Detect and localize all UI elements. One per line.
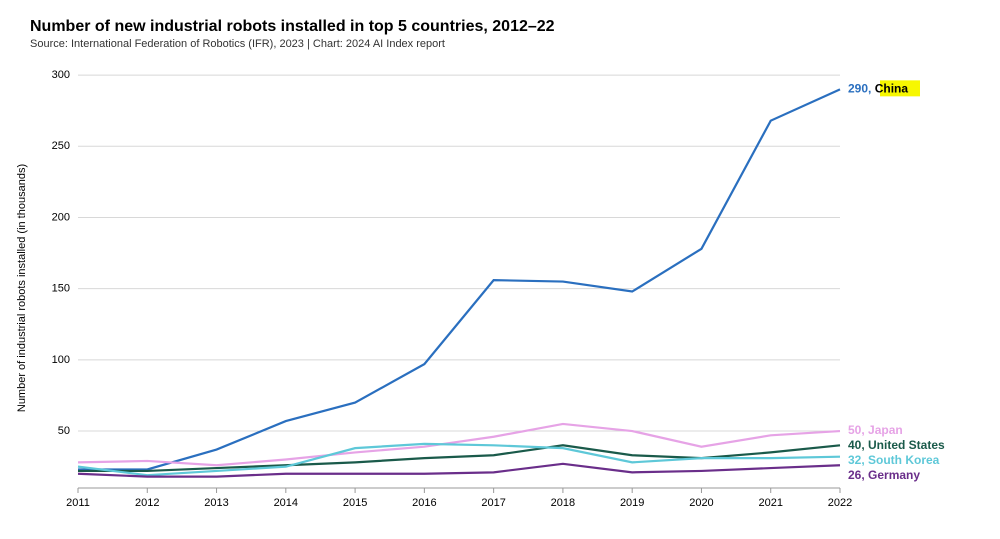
- line-chart: 50 100 150 200 250 300 2011 2012 2013 2014 2015 201…: [30, 58, 970, 518]
- svg-text:100: 100: [52, 354, 70, 366]
- svg-text:2014: 2014: [274, 497, 298, 509]
- svg-text:2022: 2022: [828, 497, 852, 509]
- svg-text:2018: 2018: [551, 497, 575, 509]
- svg-text:300: 300: [52, 69, 70, 81]
- svg-text:150: 150: [52, 283, 70, 295]
- svg-text:2020: 2020: [689, 497, 713, 509]
- series-line-germany: [78, 464, 840, 477]
- end-label-united-states: 40, United States: [848, 438, 945, 452]
- svg-text:2012: 2012: [135, 497, 159, 509]
- svg-text:250: 250: [52, 140, 70, 152]
- svg-text:2011: 2011: [66, 497, 90, 509]
- chart-area: Number of industrial robots installed (i…: [30, 58, 970, 518]
- svg-text:2015: 2015: [343, 497, 367, 509]
- svg-text:50: 50: [58, 425, 70, 437]
- chart-subtitle: Source: International Federation of Robo…: [30, 38, 970, 50]
- svg-text:2013: 2013: [204, 497, 228, 509]
- svg-text:2016: 2016: [412, 497, 436, 509]
- end-label-china: 290, China: [848, 82, 908, 96]
- svg-text:200: 200: [52, 211, 70, 223]
- svg-text:2019: 2019: [620, 497, 644, 509]
- y-axis-label: Number of industrial robots installed (i…: [16, 164, 28, 412]
- end-label-germany: 26, Germany: [848, 468, 920, 482]
- svg-text:2021: 2021: [758, 497, 782, 509]
- svg-text:2017: 2017: [481, 497, 505, 509]
- chart-container: Number of new industrial robots installe…: [0, 0, 1000, 539]
- chart-title: Number of new industrial robots installe…: [30, 18, 970, 36]
- end-label-south-korea: 32, South Korea: [848, 453, 940, 467]
- end-label-japan: 50, Japan: [848, 423, 903, 437]
